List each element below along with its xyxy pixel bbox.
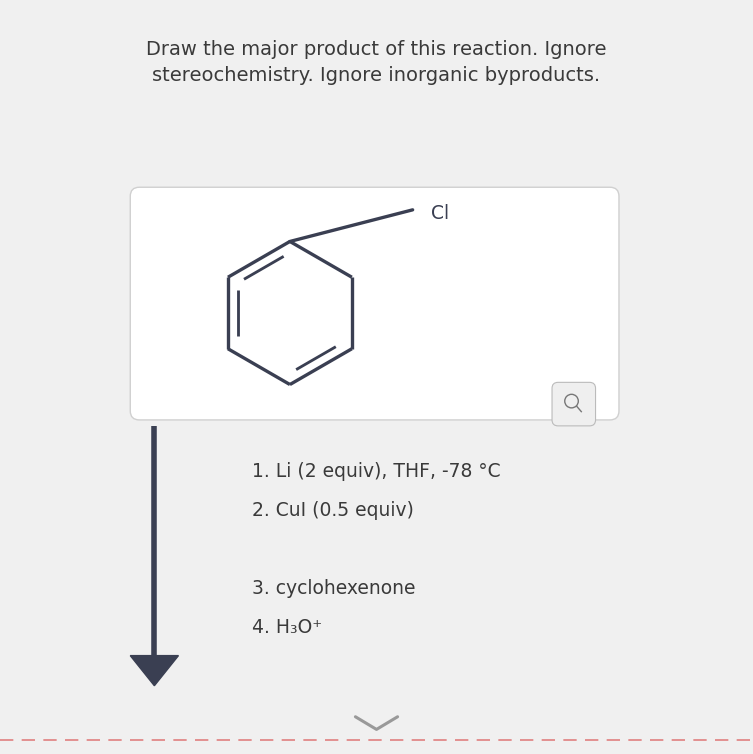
Text: Cl: Cl	[431, 204, 450, 223]
Text: 2. CuI (0.5 equiv): 2. CuI (0.5 equiv)	[252, 501, 414, 520]
Text: 4. H₃O⁺: 4. H₃O⁺	[252, 618, 322, 637]
Text: stereochemistry. Ignore inorganic byproducts.: stereochemistry. Ignore inorganic byprod…	[152, 66, 601, 85]
Text: 1. Li (2 equiv), THF, -78 °C: 1. Li (2 equiv), THF, -78 °C	[252, 461, 501, 480]
FancyBboxPatch shape	[130, 187, 619, 420]
Text: 3. cyclohexenone: 3. cyclohexenone	[252, 579, 416, 598]
Polygon shape	[130, 656, 178, 685]
FancyBboxPatch shape	[552, 382, 596, 426]
Text: Draw the major product of this reaction. Ignore: Draw the major product of this reaction.…	[146, 40, 607, 59]
